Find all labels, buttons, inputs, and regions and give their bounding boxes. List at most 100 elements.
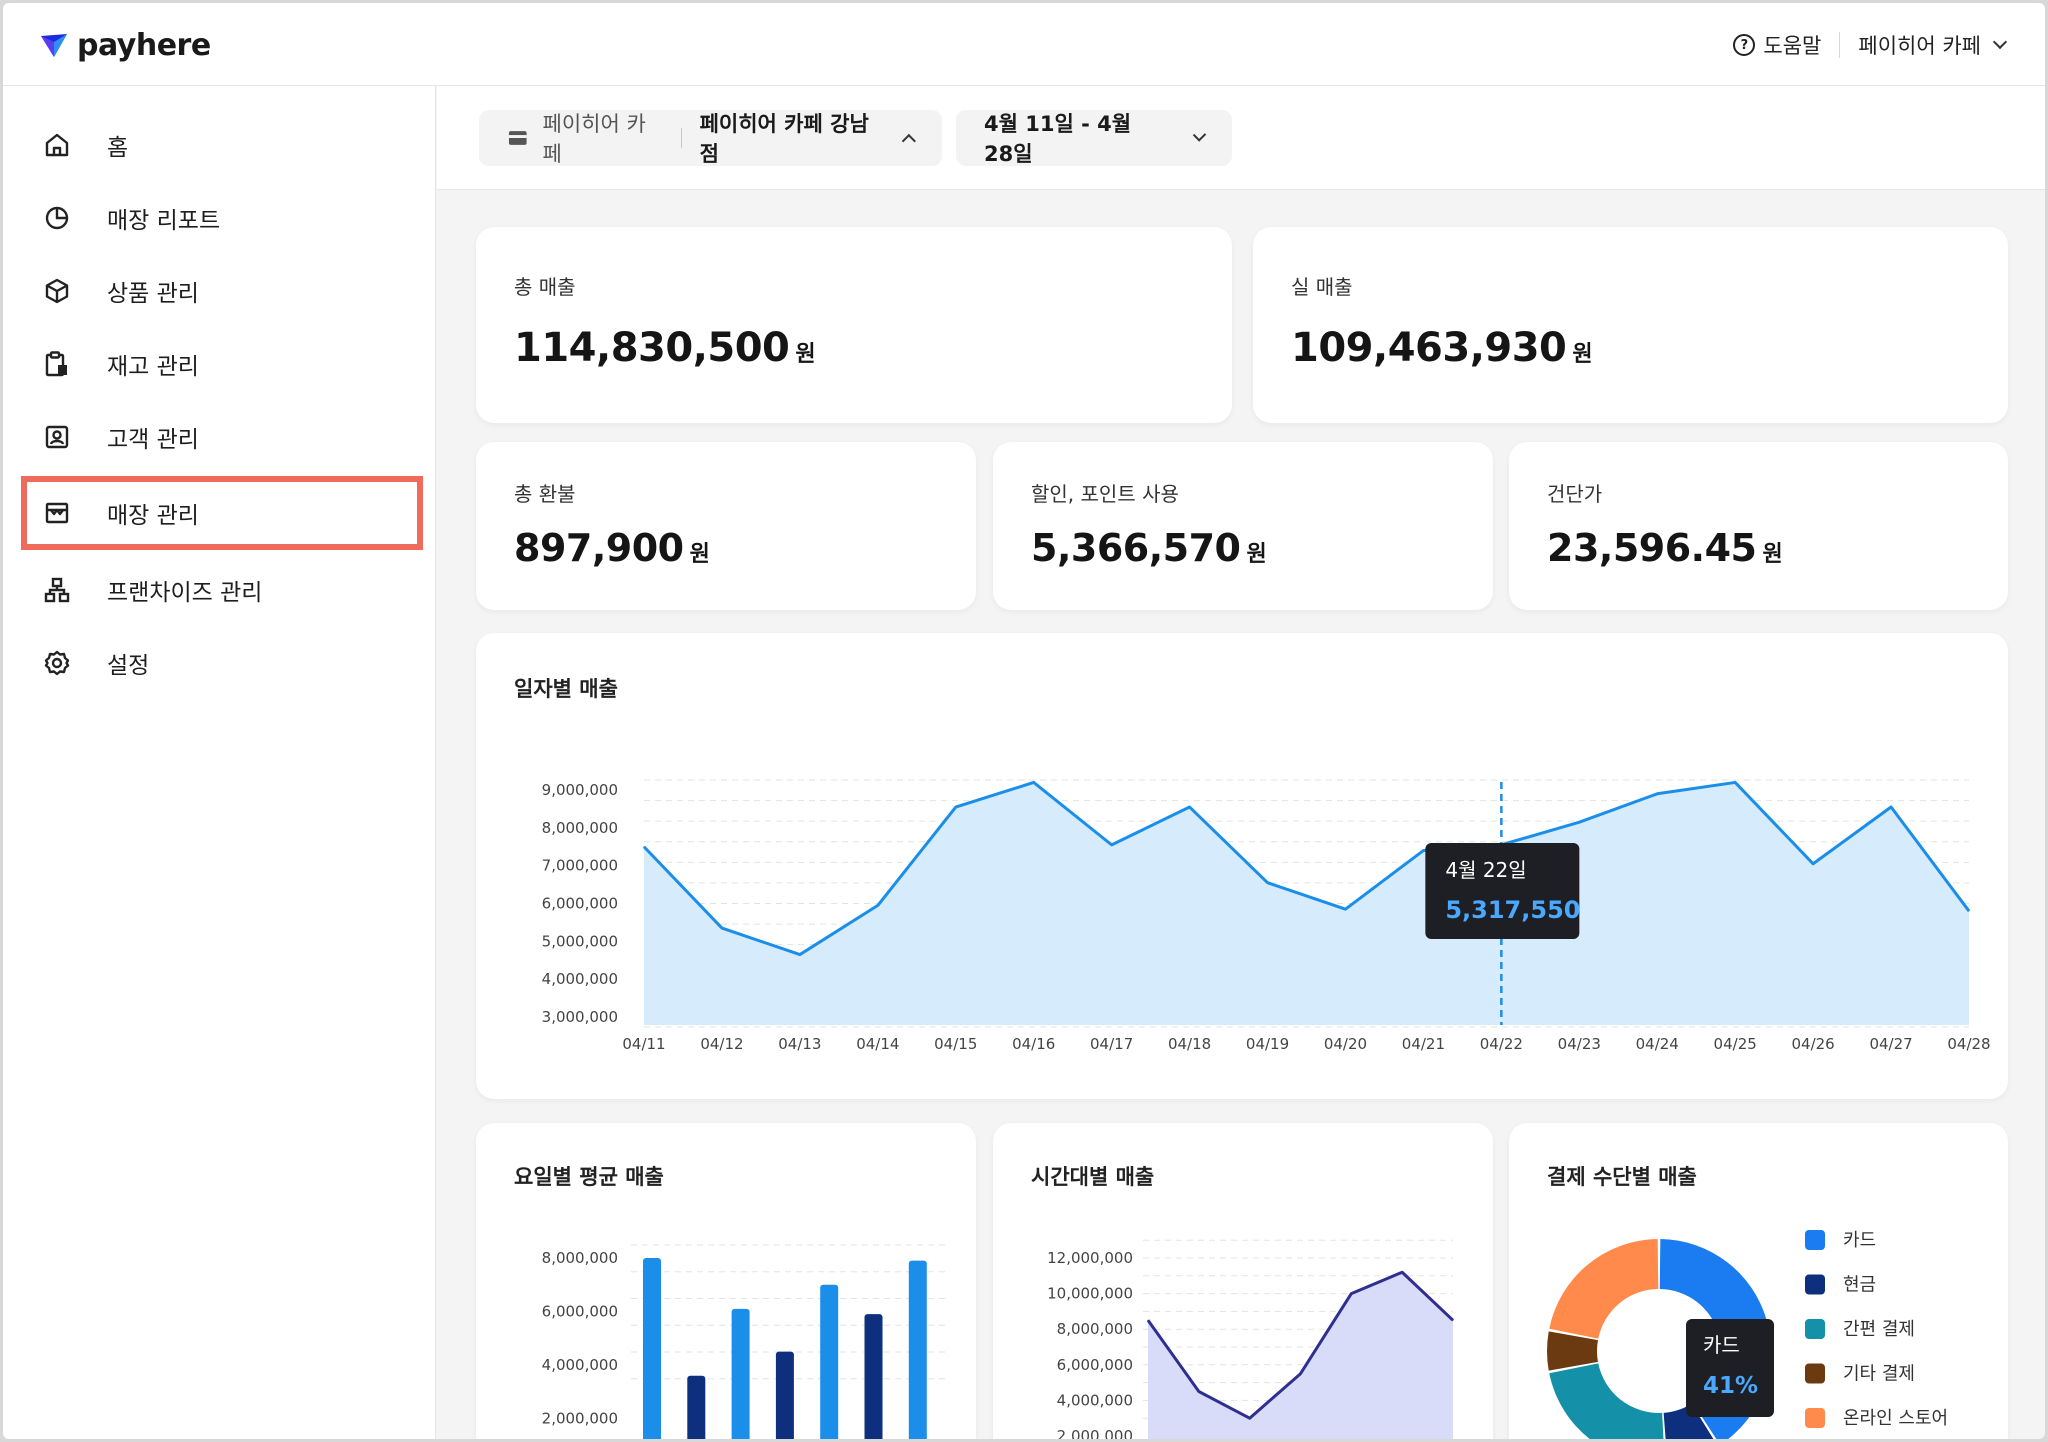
- bar: [687, 1375, 706, 1439]
- x-tick-label: 04/27: [1869, 1035, 1912, 1053]
- card-reader-icon: [508, 131, 527, 145]
- x-tick-label: 04/18: [1168, 1035, 1211, 1053]
- y-tick-label: 4,000,000: [542, 970, 618, 988]
- data-point: [1033, 781, 1035, 783]
- chart-title: 시간대별 매출: [1031, 1165, 1155, 1189]
- data-point: [1968, 910, 1970, 912]
- card-value: 23,596.45 원: [1547, 526, 1783, 570]
- app-window: payhere ? 도움말 페이히어 카페 홈 매장 리포트: [3, 3, 2045, 1439]
- account-dropdown[interactable]: 페이히어 카페: [1858, 30, 2008, 60]
- user-card-icon: [41, 421, 73, 453]
- discounts-card: 할인, 포인트 사용 5,366,570 원: [993, 442, 1493, 610]
- sidebar-item-label: 상품 관리: [107, 281, 199, 307]
- x-tick-label: 04/13: [778, 1035, 821, 1053]
- sidebar-item-label: 재고 관리: [107, 354, 199, 380]
- data-point: [1401, 1271, 1403, 1273]
- legend-swatch: [1805, 1274, 1825, 1295]
- data-point: [799, 954, 801, 956]
- box-icon: [41, 275, 73, 307]
- data-point: [1452, 1319, 1454, 1321]
- y-tick-label: 5,000,000: [542, 932, 618, 950]
- total-sales-card: 총 매출 114,830,500 원: [476, 227, 1232, 423]
- card-value: 114,830,500 원: [514, 325, 816, 371]
- bar: [731, 1308, 750, 1439]
- sidebar-item-settings[interactable]: 설정: [21, 629, 423, 697]
- y-tick-label: 4,000,000: [542, 1356, 618, 1374]
- sidebar-item-label: 홈: [107, 135, 129, 161]
- logo[interactable]: payhere: [39, 25, 211, 65]
- y-tick-label: 2,000,000: [542, 1410, 618, 1428]
- weekday-sales-chart[interactable]: 8,000,000 6,000,000 4,000,000 2,000,000: [476, 1123, 976, 1439]
- sidebar-item-products[interactable]: 상품 관리: [21, 257, 423, 325]
- net-sales-card: 실 매출 109,463,930 원: [1253, 227, 2008, 423]
- home-icon: [41, 129, 73, 161]
- data-point: [1300, 1373, 1301, 1375]
- card-label: 총 매출: [514, 275, 576, 299]
- sidebar-item-label: 매장 관리: [107, 503, 199, 529]
- card-value: 897,900 원: [514, 526, 710, 570]
- chevron-down-icon: [1192, 128, 1207, 142]
- legend-label: 간편 결제: [1843, 1319, 1915, 1340]
- data-point: [1249, 1417, 1251, 1419]
- y-tick-label: 8,000,000: [1057, 1320, 1133, 1338]
- hourly-sales-chart[interactable]: 12,000,000 10,000,000 8,000,000 6,000,000 4,…: [993, 1123, 1493, 1439]
- legend-swatch: [1805, 1319, 1825, 1339]
- x-tick-label: 04/22: [1480, 1035, 1523, 1053]
- data-point: [1111, 844, 1113, 846]
- sidebar-item-customers[interactable]: 고객 관리: [21, 403, 423, 471]
- divider: [680, 128, 682, 148]
- y-tick-label: 8,000,000: [542, 1249, 618, 1267]
- x-tick-label: 04/12: [700, 1035, 743, 1053]
- card-label: 할인, 포인트 사용: [1031, 482, 1179, 506]
- daily-sales-chart[interactable]: 9,000,000 8,000,000 7,000,000 6,000,000 5,00…: [476, 633, 2008, 1099]
- store-filter-label: 페이히어 카페 강남점: [699, 112, 869, 166]
- tooltip-box: [1425, 843, 1580, 939]
- legend-label: 온라인 스토어: [1843, 1408, 1948, 1429]
- y-tick-label: 6,000,000: [1057, 1356, 1133, 1374]
- org-chart-icon: [41, 574, 73, 606]
- help-button[interactable]: ? 도움말: [1733, 30, 1821, 60]
- tooltip-value: 41%: [1703, 1373, 1758, 1399]
- weekday-sales-card: 요일별 평균 매출 8,000,000 6,000,000 4,000,000 2,0…: [476, 1123, 976, 1439]
- x-tick-label: 04/28: [1947, 1035, 1990, 1053]
- x-tick-label: 04/25: [1714, 1035, 1757, 1053]
- bar: [775, 1351, 794, 1439]
- chart-title: 결제 수단별 매출: [1547, 1165, 1697, 1189]
- bar: [643, 1258, 661, 1439]
- sidebar-item-home[interactable]: 홈: [21, 111, 423, 179]
- filter-bar: 페이히어 카페 페이히어 카페 강남점 4월 11일 - 4월 28일: [437, 86, 2045, 190]
- y-tick-label: 6,000,000: [542, 895, 618, 913]
- payhere-logo-icon: [41, 34, 67, 57]
- sidebar-item-store-report[interactable]: 매장 리포트: [21, 184, 423, 252]
- data-point: [1656, 793, 1658, 795]
- legend-label: 카드: [1843, 1230, 1876, 1251]
- area-fill: [1148, 1272, 1453, 1439]
- tooltip-value: 5,317,550: [1445, 896, 1580, 924]
- y-tick-label: 9,000,000: [542, 781, 618, 799]
- area-fill: [644, 782, 1969, 1025]
- clipboard-icon: [41, 348, 73, 380]
- chart-title: 일자별 매출: [514, 677, 618, 701]
- top-bar: payhere ? 도움말 페이히어 카페: [3, 3, 2045, 86]
- date-range-selector[interactable]: 4월 11일 - 4월 28일: [956, 110, 1232, 166]
- y-tick-label: 2,000,000: [1057, 1427, 1133, 1439]
- data-point: [1578, 821, 1580, 823]
- account-label: 페이히어 카페: [1858, 34, 1981, 58]
- store-selector[interactable]: 페이히어 카페 페이히어 카페 강남점: [479, 110, 942, 166]
- y-tick-label: 6,000,000: [542, 1303, 618, 1321]
- tooltip-title: 4월 22일: [1445, 858, 1526, 882]
- card-value: 109,463,930 원: [1291, 325, 1593, 371]
- store-icon: [41, 497, 73, 529]
- daily-sales-card: 일자별 매출 9,000,000 8,000,000 7,000,000 6,000,…: [476, 633, 2008, 1099]
- series-line: [642, 780, 1971, 957]
- data-point: [877, 904, 879, 906]
- sidebar-item-store-management[interactable]: 매장 관리: [21, 476, 423, 550]
- payment-method-card: 결제 수단별 매출 카드 41% 카드 현금 간편 결제 기타 결제 온라인 스토어: [1509, 1123, 2008, 1439]
- help-icon: ?: [1733, 34, 1756, 56]
- sidebar-item-franchise[interactable]: 프랜차이즈 관리: [21, 556, 423, 624]
- tooltip-title: 카드: [1703, 1333, 1740, 1357]
- tooltip-box: [1686, 1319, 1774, 1417]
- sidebar-item-inventory[interactable]: 재고 관리: [21, 330, 423, 398]
- gear-icon: [41, 647, 73, 679]
